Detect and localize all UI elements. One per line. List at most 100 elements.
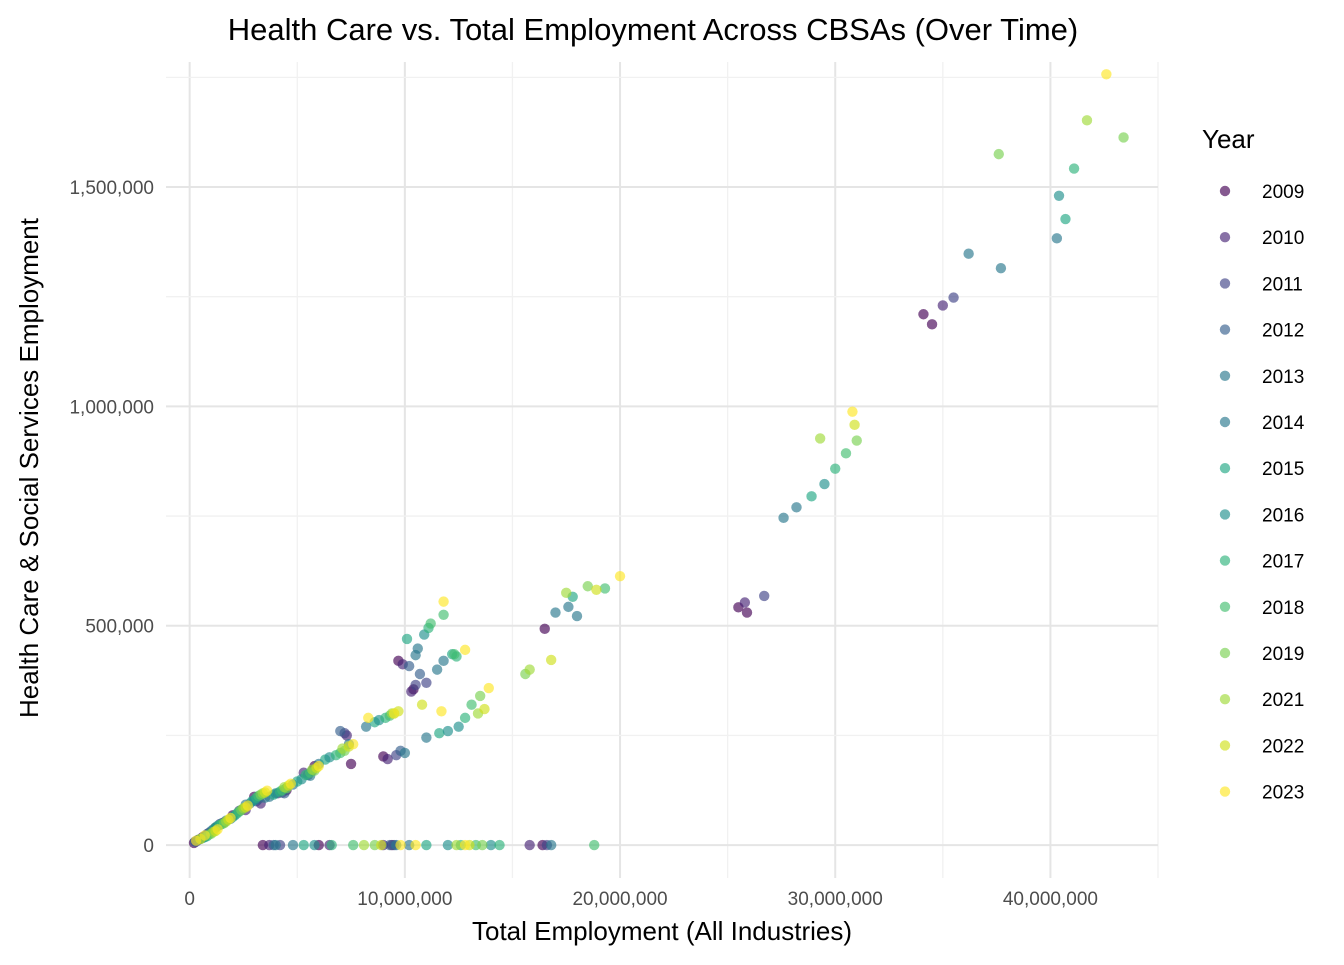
data-point [483,682,494,694]
data-point [395,839,406,851]
data-point [414,668,426,680]
data-point [438,609,449,620]
data-point [449,649,460,660]
data-point [1060,213,1071,225]
legend-swatch [1219,786,1231,797]
legend-swatch [1219,416,1231,428]
data-point [410,679,421,691]
data-point [1118,132,1129,143]
data-point [849,419,860,431]
legend-swatch [1219,694,1231,705]
data-point [995,262,1007,274]
data-point [806,491,817,502]
data-point [287,839,299,851]
data-point [599,583,611,594]
data-point [348,839,359,851]
legend-label: 2017 [1262,552,1304,573]
y-tick-label: 1,500,000 [69,178,154,199]
legend-item: 2018 [1219,598,1304,619]
legend-label: 2018 [1262,598,1304,619]
data-point [830,463,841,474]
data-point [926,319,938,330]
data-point [412,643,423,654]
legend-label: 2016 [1262,505,1304,526]
data-point [840,448,852,459]
legend-swatch [1219,509,1231,520]
legend-item: 2017 [1219,552,1304,573]
data-point [298,839,309,851]
data-point [190,835,202,846]
data-point [778,512,789,524]
legend-swatch [1219,278,1231,289]
y-tick-label: 0 [143,836,154,857]
data-point [459,839,471,851]
data-point [401,633,413,645]
legend-item: 2022 [1219,736,1304,757]
data-points [188,69,1129,851]
data-point [550,607,561,618]
data-point [1081,115,1093,126]
x-axis-label: Total Employment (All Industries) [472,916,852,946]
data-point [791,502,802,513]
legend-swatch [1219,647,1231,659]
data-point [438,596,449,607]
data-point [466,699,477,710]
data-point [918,309,929,320]
legend-label: 2011 [1262,274,1303,295]
legend-item: 2015 [1219,459,1304,480]
data-point [421,677,432,688]
data-point [451,839,462,851]
data-point [459,712,471,724]
data-point [571,610,583,622]
data-point [1053,190,1065,202]
legend-title: Year [1202,124,1255,154]
data-point [814,433,826,444]
data-point [438,655,449,667]
data-point [348,738,359,750]
data-point [1051,233,1063,244]
y-tick-label: 1,000,000 [69,397,154,418]
legend-item: 2010 [1219,228,1304,249]
data-point [363,712,374,724]
data-point [425,618,436,629]
legend-item: 2023 [1219,783,1304,804]
x-tick-label: 20,000,000 [572,889,667,910]
data-point [851,435,862,446]
data-point [993,148,1004,160]
data-point [421,732,432,743]
data-point [326,839,337,851]
data-point [453,721,464,732]
legend-label: 2022 [1262,736,1304,757]
data-point [436,706,447,717]
data-point [242,800,253,811]
data-point [459,644,471,656]
legend: Year 2009 2010 2011 2012 2013 2014 2015 2016 201… [1202,124,1305,804]
x-tick-label: 0 [184,889,195,910]
data-point [1101,69,1112,80]
data-point [410,839,421,851]
data-point [403,660,415,672]
data-point [545,839,557,851]
legend-swatch [1219,324,1231,335]
legend-label: 2019 [1262,644,1304,665]
data-point [591,584,602,595]
data-point [431,664,443,675]
legend-label: 2023 [1262,783,1304,804]
legend-item: 2011 [1219,274,1303,295]
legend-label: 2021 [1262,690,1304,711]
legend-items: 2009 2010 2011 2012 2013 2014 2015 2016 2017 2018… [1219,182,1305,804]
data-point [563,601,574,613]
data-point [442,725,454,737]
data-point [759,590,770,602]
y-tick-label: 500,000 [85,617,154,638]
data-point [582,581,593,592]
data-point [313,760,324,772]
data-point [561,587,572,599]
legend-label: 2014 [1262,413,1305,434]
grid-lines [166,62,1159,878]
data-point [382,753,393,765]
data-point [360,721,372,732]
data-point [963,248,974,259]
data-point [416,699,428,710]
data-point [819,478,830,490]
